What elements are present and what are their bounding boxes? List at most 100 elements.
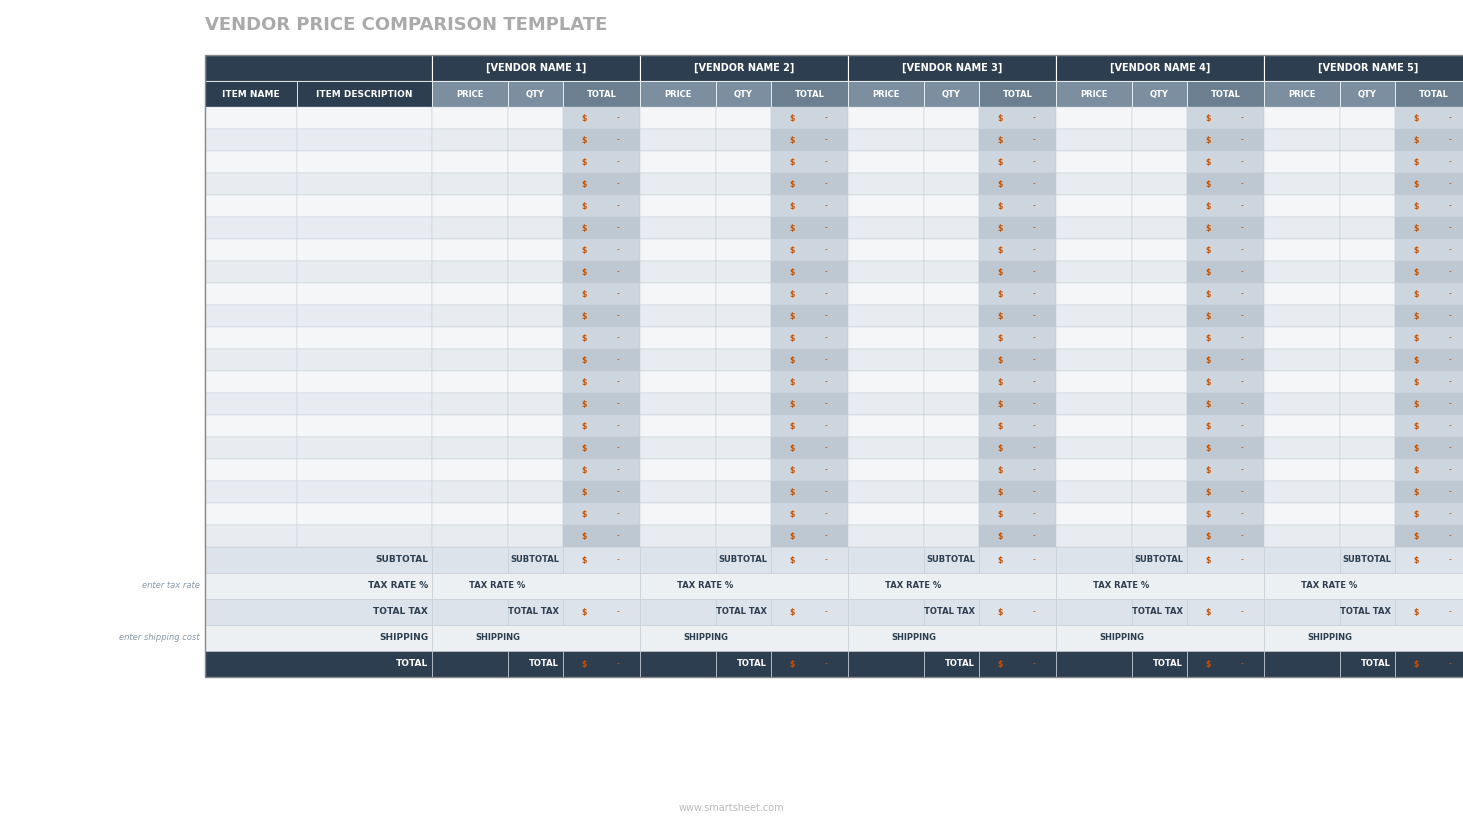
Bar xyxy=(979,415,1056,437)
Bar xyxy=(979,261,1056,283)
Text: $: $ xyxy=(790,356,796,365)
Text: -: - xyxy=(1448,607,1451,616)
Text: -: - xyxy=(1241,311,1244,320)
Bar xyxy=(1340,283,1396,305)
Text: $: $ xyxy=(582,267,587,277)
Bar xyxy=(1396,239,1463,261)
Text: -: - xyxy=(1033,245,1036,254)
Bar xyxy=(1056,415,1132,437)
Bar xyxy=(849,217,925,239)
Text: $: $ xyxy=(790,532,796,541)
Text: $: $ xyxy=(1413,659,1419,668)
Bar xyxy=(1132,327,1186,349)
Bar xyxy=(508,599,563,625)
Text: -: - xyxy=(1241,136,1244,145)
Text: -: - xyxy=(825,136,828,145)
Bar xyxy=(297,261,432,283)
Bar xyxy=(849,261,925,283)
Bar xyxy=(639,415,715,437)
Bar xyxy=(1056,625,1264,651)
Text: $: $ xyxy=(1413,444,1419,453)
Text: $: $ xyxy=(790,607,796,616)
Bar xyxy=(1132,305,1186,327)
Bar xyxy=(1186,261,1264,283)
Bar xyxy=(639,305,715,327)
Text: $: $ xyxy=(998,267,1004,277)
Bar xyxy=(1396,415,1463,437)
Text: -: - xyxy=(825,444,828,453)
Text: $: $ xyxy=(582,399,587,408)
Bar xyxy=(771,195,849,217)
Text: -: - xyxy=(825,607,828,616)
Bar xyxy=(205,55,1463,677)
Bar xyxy=(715,349,771,371)
Bar xyxy=(1264,173,1340,195)
Text: ITEM NAME: ITEM NAME xyxy=(222,90,279,99)
Bar xyxy=(508,81,563,107)
Text: $: $ xyxy=(790,202,796,211)
Bar xyxy=(1264,129,1340,151)
Text: $: $ xyxy=(998,532,1004,541)
Bar xyxy=(432,371,508,393)
Text: $: $ xyxy=(790,136,796,145)
Text: $: $ xyxy=(582,136,587,145)
Text: TOTAL: TOTAL xyxy=(1419,90,1448,99)
Bar xyxy=(432,503,508,525)
Bar xyxy=(715,459,771,481)
Text: -: - xyxy=(617,202,620,211)
Bar xyxy=(563,459,639,481)
Bar xyxy=(849,81,925,107)
Bar xyxy=(1186,327,1264,349)
Text: -: - xyxy=(825,532,828,541)
Text: $: $ xyxy=(582,157,587,166)
Bar xyxy=(1056,195,1132,217)
Bar xyxy=(432,239,508,261)
Bar xyxy=(1056,481,1132,503)
Bar xyxy=(849,55,1056,81)
Bar xyxy=(1264,195,1340,217)
Bar xyxy=(1396,349,1463,371)
Bar xyxy=(205,327,297,349)
Bar xyxy=(1132,503,1186,525)
Bar xyxy=(563,305,639,327)
Bar xyxy=(1186,107,1264,129)
Text: SHIPPING: SHIPPING xyxy=(379,634,429,643)
Bar xyxy=(925,81,979,107)
Text: -: - xyxy=(825,659,828,668)
Bar xyxy=(205,415,297,437)
Text: -: - xyxy=(1033,179,1036,188)
Bar xyxy=(849,283,925,305)
Bar xyxy=(849,547,925,573)
Text: -: - xyxy=(825,399,828,408)
Text: $: $ xyxy=(582,509,587,518)
Text: $: $ xyxy=(1206,466,1211,475)
Text: -: - xyxy=(825,378,828,387)
Bar xyxy=(508,349,563,371)
Text: $: $ xyxy=(790,114,796,123)
Text: -: - xyxy=(617,245,620,254)
Text: -: - xyxy=(1241,290,1244,299)
Bar xyxy=(1396,503,1463,525)
Bar xyxy=(979,459,1056,481)
Bar xyxy=(508,217,563,239)
Bar xyxy=(297,327,432,349)
Text: SHIPPING: SHIPPING xyxy=(475,634,519,643)
Text: QTY: QTY xyxy=(527,90,544,99)
Bar xyxy=(1056,173,1132,195)
Bar xyxy=(849,599,925,625)
Text: TOTAL TAX: TOTAL TAX xyxy=(715,607,767,616)
Bar xyxy=(639,55,849,81)
Text: -: - xyxy=(617,136,620,145)
Text: $: $ xyxy=(790,378,796,387)
Bar xyxy=(715,651,771,677)
Text: $: $ xyxy=(1413,202,1419,211)
Text: SUBTOTAL: SUBTOTAL xyxy=(926,556,974,565)
Bar xyxy=(508,651,563,677)
Text: -: - xyxy=(825,267,828,277)
Bar xyxy=(925,371,979,393)
Bar xyxy=(1264,217,1340,239)
Bar xyxy=(715,173,771,195)
Text: $: $ xyxy=(790,509,796,518)
Bar xyxy=(1132,349,1186,371)
Bar xyxy=(1186,651,1264,677)
